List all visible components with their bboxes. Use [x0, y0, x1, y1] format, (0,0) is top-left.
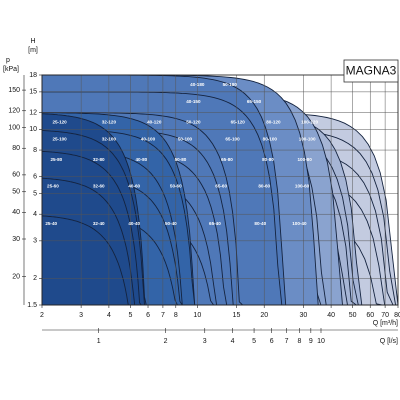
- y-unit: [m]: [28, 47, 38, 54]
- y2-tick-label: 120: [8, 108, 20, 115]
- x2-tick-label: 5: [252, 338, 256, 345]
- x-tick-label: 80: [394, 312, 400, 319]
- region-label: 32-120: [102, 120, 117, 125]
- region-label: 65-40: [209, 221, 221, 226]
- y-tick-label: 10: [29, 126, 37, 133]
- region-label: 65-60: [215, 184, 227, 189]
- region-label: 80-60: [258, 184, 270, 189]
- region-label: 50-100: [178, 136, 193, 141]
- y-tick-label: 8: [33, 147, 37, 154]
- y-tick-label: 15: [29, 89, 37, 96]
- x-tick-label: 5: [128, 312, 132, 319]
- y-tick-label: 4: [33, 211, 37, 218]
- x-tick-label: 3: [79, 312, 83, 319]
- y-tick-label: 1.5: [27, 302, 37, 309]
- x2-tick-label: 7: [285, 338, 289, 345]
- region-label: 50-40: [165, 221, 177, 226]
- region-label: 80-80: [262, 157, 274, 162]
- title-box: [343, 59, 399, 83]
- x-tick-label: 6: [146, 312, 150, 319]
- x2-tick-label: 2: [164, 338, 168, 345]
- x-tick-label: 20: [260, 312, 268, 319]
- x2-tick-label: 8: [297, 338, 301, 345]
- region-label: 25-60: [47, 184, 59, 189]
- x-tick-label: 50: [349, 312, 357, 319]
- x-tick-label: 60: [366, 312, 374, 319]
- region-label: 100-100: [299, 136, 316, 141]
- region-label: 65-80: [221, 157, 233, 162]
- y2-label: p: [6, 57, 10, 64]
- region-label: 32-100: [102, 136, 117, 141]
- region-label: 80-100: [263, 136, 278, 141]
- x-tick-label: 70: [381, 312, 389, 319]
- region-label: 25-100: [52, 136, 67, 141]
- region-label: 100-60: [295, 184, 310, 189]
- x-tick-label: 8: [174, 312, 178, 319]
- x2-tick-label: 4: [231, 338, 235, 345]
- x-tick-label: 4: [107, 312, 111, 319]
- region-label: 50-120: [186, 120, 201, 125]
- region-label: 25-80: [50, 157, 62, 162]
- x-tick-label: 30: [299, 312, 307, 319]
- x-tick-label: 7: [161, 312, 165, 319]
- y2-tick-label: 50: [12, 189, 20, 196]
- y2-tick-label: 20: [12, 273, 20, 280]
- region-label: 32-80: [93, 157, 105, 162]
- region-label: 40-180: [190, 82, 205, 87]
- region-label: 50-80: [175, 157, 187, 162]
- y-tick-label: 3: [33, 238, 37, 245]
- y-tick-label: 5: [33, 190, 37, 197]
- y-tick-label: 12: [29, 109, 37, 116]
- y2-tick-label: 30: [12, 236, 20, 243]
- y-label: H: [30, 38, 35, 45]
- x-tick-label: 40: [327, 312, 335, 319]
- x2-tick-label: 9: [309, 338, 313, 345]
- plot-frame: [41, 74, 399, 306]
- region-label: 100-120: [301, 120, 318, 125]
- y-tick-label: 18: [29, 72, 37, 79]
- y2-unit: [kPa]: [3, 66, 19, 73]
- y2-tick-label: 100: [8, 124, 20, 131]
- chart-title: MAGNA3: [346, 64, 397, 78]
- region-label: 40-150: [186, 99, 201, 104]
- region-label: 40-60: [128, 184, 140, 189]
- x2-tick-label: 3: [203, 338, 207, 345]
- x-tick-label: 10: [193, 312, 201, 319]
- region-label: 65-150: [247, 99, 262, 104]
- x-tick-label: 2: [40, 312, 44, 319]
- x-tick-label: 15: [233, 312, 241, 319]
- region-label: 65-120: [231, 120, 246, 125]
- x2-label: Q [l/s]: [380, 338, 398, 345]
- region-label: 65-100: [225, 136, 240, 141]
- region-label: 25-40: [45, 221, 57, 226]
- pump-region: [41, 215, 130, 306]
- y-tick-label: 6: [33, 174, 37, 181]
- x2-tick-label: 10: [317, 338, 325, 345]
- y2-tick-label: 150: [8, 87, 20, 94]
- x2-tick-label: 6: [270, 338, 274, 345]
- region-label: 80-120: [266, 120, 281, 125]
- region-label: 100-40: [292, 221, 307, 226]
- y-tick-label: 2: [33, 275, 37, 282]
- region-label: 32-40: [93, 221, 105, 226]
- region-label: 40-80: [135, 157, 147, 162]
- region-labels: 100-120 100-100 100-80 100-60 100-40 80-120 80…: [45, 82, 318, 226]
- region-label: 25-120: [52, 120, 67, 125]
- region-label: 40-120: [147, 120, 162, 125]
- y2-tick-label: 60: [12, 172, 20, 179]
- region-label: 40-40: [128, 221, 140, 226]
- x-label: Q [m³/h]: [373, 320, 398, 327]
- region-label: 80-40: [254, 221, 266, 226]
- y2-tick-label: 40: [12, 209, 20, 216]
- region-label: 32-60: [93, 184, 105, 189]
- region-label: 50-180: [223, 82, 238, 87]
- region-label: 100-80: [297, 157, 312, 162]
- region-label: 50-60: [170, 184, 182, 189]
- y2-tick-label: 80: [12, 145, 20, 152]
- x2-tick-label: 1: [97, 338, 101, 345]
- region-label: 40-100: [141, 136, 156, 141]
